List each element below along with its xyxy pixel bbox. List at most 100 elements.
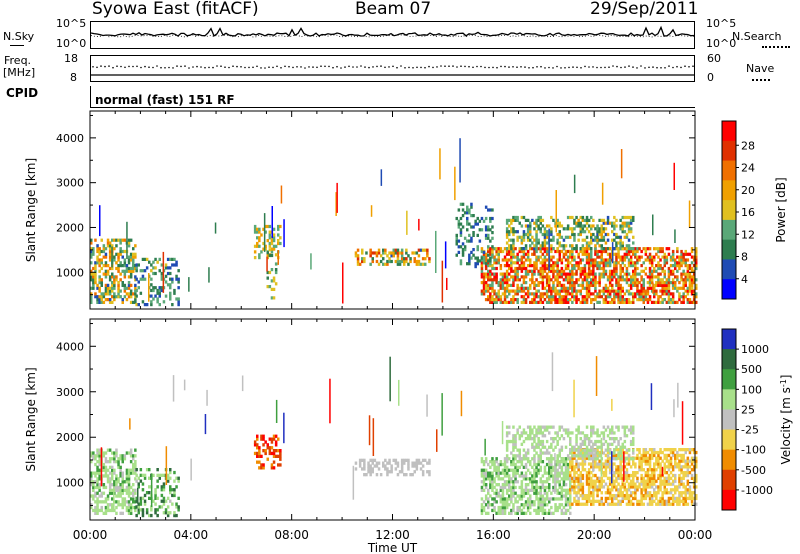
data-cell (640, 283, 643, 287)
data-cell (556, 249, 559, 254)
data-cell (127, 283, 131, 287)
data-cell (629, 292, 633, 296)
data-cell (632, 448, 635, 452)
data-cell (90, 298, 93, 302)
data-cell (558, 425, 561, 429)
data-cell (695, 252, 698, 256)
data-cell (613, 482, 616, 486)
data-cell (272, 287, 276, 291)
data-cell (627, 221, 631, 225)
data-cell (505, 269, 509, 273)
data-cell (600, 479, 603, 483)
data-cell (253, 256, 257, 260)
data-cell (264, 451, 267, 456)
data-cell (512, 485, 515, 490)
data-cell (113, 295, 116, 299)
data-cell (543, 244, 547, 248)
data-cell (552, 468, 555, 472)
nave-dot (284, 65, 286, 68)
nave-dot (108, 65, 110, 67)
data-cell (617, 494, 620, 498)
data-cell (669, 491, 673, 495)
data-cell (632, 502, 635, 506)
data-cell (258, 244, 261, 248)
data-cell (596, 439, 599, 444)
data-cell (455, 239, 458, 243)
data-cell (629, 258, 633, 262)
data-cell (585, 215, 589, 220)
data-cell (600, 249, 603, 254)
data-cell (512, 218, 515, 222)
data-cell (590, 434, 593, 438)
data-cell (539, 272, 542, 276)
data-cell (617, 465, 620, 469)
data-cell (375, 254, 379, 258)
data-cell (545, 232, 549, 237)
data-cell (613, 215, 616, 220)
data-cell (526, 289, 530, 293)
nave-dot (328, 65, 330, 68)
data-cell (575, 462, 578, 466)
data-streak (460, 390, 463, 417)
data-cell (600, 224, 603, 228)
data-cell (684, 462, 687, 466)
data-cell (669, 459, 673, 463)
data-cell (623, 255, 627, 259)
data-cell (627, 454, 631, 458)
nave-dot (412, 67, 414, 69)
data-cell (96, 451, 99, 455)
data-cell (661, 494, 664, 498)
data-cell (632, 292, 635, 296)
data-cell (608, 275, 612, 279)
data-cell (575, 499, 578, 503)
data-cell (573, 499, 576, 503)
data-cell (558, 462, 561, 467)
data-cell (575, 479, 578, 483)
data-cell (592, 488, 595, 492)
data-cell (653, 499, 656, 503)
data-cell (617, 252, 620, 256)
data-cell (659, 488, 662, 492)
data-cell (604, 499, 608, 503)
data-cell (520, 264, 524, 268)
data-cell (581, 295, 585, 299)
data-cell (562, 247, 566, 251)
data-cell (463, 236, 467, 240)
data-cell (377, 467, 381, 471)
data-cell (476, 248, 479, 252)
data-cell (545, 281, 549, 285)
data-cell (569, 252, 572, 256)
data-cell (135, 513, 138, 518)
data-cell (550, 298, 553, 302)
data-cell (272, 247, 276, 251)
data-cell (493, 300, 496, 304)
data-cell (587, 494, 591, 498)
data-cell (156, 468, 159, 472)
data-cell (482, 505, 486, 510)
data-cell (533, 491, 536, 495)
data-cell (569, 442, 572, 446)
data-cell (166, 266, 170, 270)
data-cell (123, 286, 127, 290)
data-cell (686, 465, 690, 469)
data-cell (646, 502, 650, 506)
data-cell (106, 264, 110, 268)
data-cell (608, 491, 612, 495)
data-cell (545, 247, 549, 251)
data-cell (562, 227, 566, 231)
data-cell (516, 471, 519, 475)
data-cell (566, 264, 570, 268)
data-cell (674, 485, 677, 489)
data-cell (573, 255, 576, 259)
data-cell (543, 508, 547, 513)
data-cell (268, 449, 272, 453)
data-cell (554, 269, 557, 273)
data-cell (663, 465, 666, 469)
data-cell (424, 262, 427, 266)
freq-tick-low: 8 (70, 71, 77, 84)
nave-dot (168, 66, 170, 69)
data-cell (686, 491, 690, 495)
data-cell (644, 247, 648, 251)
data-cell (164, 508, 168, 512)
data-cell (684, 289, 687, 293)
